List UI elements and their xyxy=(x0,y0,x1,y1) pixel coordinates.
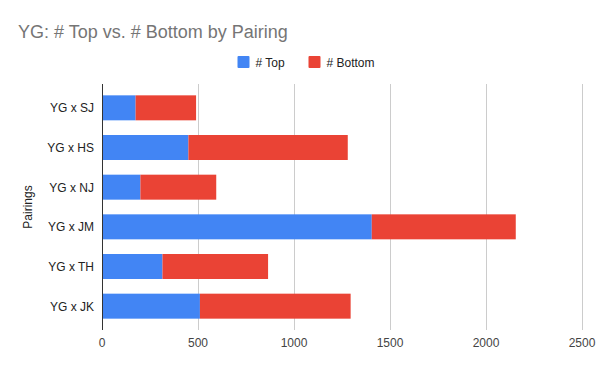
x-tick-label: 0 xyxy=(99,336,106,350)
baseline xyxy=(102,84,103,330)
bar xyxy=(136,95,196,120)
bar xyxy=(102,294,200,319)
legend-swatch xyxy=(309,56,321,68)
grid-line xyxy=(198,84,199,330)
bar xyxy=(102,214,372,239)
x-tick-label: 2000 xyxy=(473,336,500,350)
y-tick-label: YG x NJ xyxy=(49,181,94,195)
x-tick-label: 2500 xyxy=(569,336,596,350)
chart: YG: # Top vs. # Bottom by Pairing# Top# … xyxy=(0,0,600,371)
y-tick-label: YG x HS xyxy=(47,141,94,155)
legend-label: # Top xyxy=(256,56,285,70)
y-tick-label: YG x JK xyxy=(50,300,94,314)
legend-swatch xyxy=(238,56,250,68)
grid-line xyxy=(390,84,391,330)
grid-line xyxy=(294,84,295,330)
grid xyxy=(103,84,583,330)
baseline xyxy=(102,84,103,330)
y-axis-title: Pairings xyxy=(21,185,35,228)
bar xyxy=(102,254,162,279)
x-tick-label: 1000 xyxy=(281,336,308,350)
y-tick-label: YG x TH xyxy=(48,260,94,274)
bar xyxy=(162,254,268,279)
bar xyxy=(200,294,351,319)
background xyxy=(0,0,600,371)
bar xyxy=(372,214,516,239)
grid-line xyxy=(486,84,487,330)
legend-label: # Bottom xyxy=(327,56,375,70)
bar xyxy=(102,175,140,200)
bar xyxy=(102,135,188,160)
y-tick-label: YG x SJ xyxy=(50,101,94,115)
legend-item: # Bottom xyxy=(309,56,375,70)
bars xyxy=(102,95,516,318)
x-tick-label: 500 xyxy=(188,336,208,350)
title: YG: # Top vs. # Bottom by Pairing xyxy=(18,22,288,42)
bar xyxy=(188,135,347,160)
bar xyxy=(140,175,216,200)
x-tick-label: 1500 xyxy=(377,336,404,350)
legend: # Top # Bottom xyxy=(238,56,375,70)
bar xyxy=(102,95,136,120)
y-tick-label: YG x JM xyxy=(48,220,94,234)
grid-line xyxy=(582,84,583,330)
legend-item: # Top xyxy=(238,56,285,70)
